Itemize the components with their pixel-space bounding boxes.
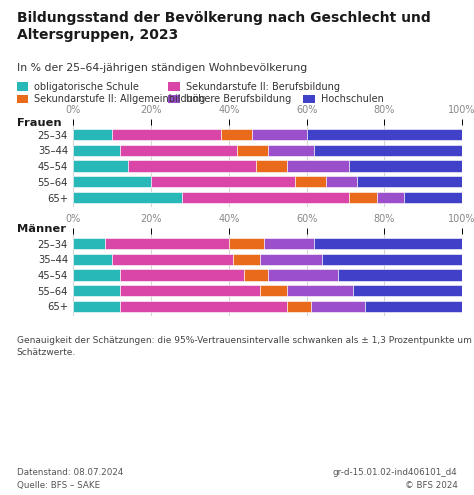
Bar xyxy=(314,238,462,249)
Bar xyxy=(73,160,128,172)
Bar xyxy=(120,285,260,297)
Bar xyxy=(307,129,462,140)
Bar xyxy=(377,192,404,203)
Bar xyxy=(73,285,120,297)
Bar xyxy=(73,176,151,188)
Bar xyxy=(151,176,295,188)
Bar xyxy=(182,192,349,203)
Bar xyxy=(73,301,120,312)
Bar xyxy=(287,285,353,297)
Text: Genauigkeit der Schätzungen: die 95%-Vertrauensintervalle schwanken als ± 1,3 Pr: Genauigkeit der Schätzungen: die 95%-Ver… xyxy=(17,336,474,357)
Bar xyxy=(404,192,462,203)
Text: Frauen: Frauen xyxy=(17,118,61,128)
Bar xyxy=(357,176,462,188)
Bar xyxy=(264,238,314,249)
Text: Sekundarstufe II: Allgemeinbildung: Sekundarstufe II: Allgemeinbildung xyxy=(34,94,205,104)
Text: gr-d-15.01.02-ind406101_d4
© BFS 2024: gr-d-15.01.02-ind406101_d4 © BFS 2024 xyxy=(333,468,457,490)
Bar xyxy=(314,145,462,156)
Bar xyxy=(287,160,349,172)
Bar xyxy=(128,160,256,172)
Text: höhere Berufsbildung: höhere Berufsbildung xyxy=(186,94,291,104)
Bar xyxy=(338,269,462,281)
Bar xyxy=(229,238,264,249)
Bar xyxy=(221,129,252,140)
Text: Männer: Männer xyxy=(17,224,65,234)
Text: Hochschulen: Hochschulen xyxy=(321,94,384,104)
Bar xyxy=(365,301,462,312)
Bar xyxy=(112,253,233,265)
Bar xyxy=(73,238,105,249)
Bar xyxy=(112,129,221,140)
Bar xyxy=(245,269,268,281)
Bar xyxy=(73,192,182,203)
Bar xyxy=(295,176,326,188)
Bar xyxy=(326,176,357,188)
Text: Bildungsstand der Bevölkerung nach Geschlecht und
Altersgruppen, 2023: Bildungsstand der Bevölkerung nach Gesch… xyxy=(17,11,430,42)
Text: obligatorische Schule: obligatorische Schule xyxy=(34,82,139,92)
Bar xyxy=(73,269,120,281)
Bar xyxy=(237,145,268,156)
Bar xyxy=(268,269,338,281)
Bar xyxy=(349,160,462,172)
Bar xyxy=(353,285,462,297)
Bar xyxy=(260,285,287,297)
Bar xyxy=(252,129,307,140)
Bar xyxy=(73,145,120,156)
Bar xyxy=(287,301,310,312)
Bar xyxy=(310,301,365,312)
Bar xyxy=(73,129,112,140)
Bar xyxy=(349,192,377,203)
Text: Sekundarstufe II: Berufsbildung: Sekundarstufe II: Berufsbildung xyxy=(186,82,340,92)
Bar xyxy=(260,253,322,265)
Bar xyxy=(120,145,237,156)
Bar xyxy=(268,145,314,156)
Bar xyxy=(73,253,112,265)
Bar xyxy=(120,269,245,281)
Bar xyxy=(120,301,287,312)
Bar xyxy=(105,238,229,249)
Text: In % der 25–64-jährigen ständigen Wohnbevölkerung: In % der 25–64-jährigen ständigen Wohnbe… xyxy=(17,63,307,73)
Bar xyxy=(233,253,260,265)
Bar xyxy=(256,160,287,172)
Bar xyxy=(322,253,462,265)
Text: Datenstand: 08.07.2024
Quelle: BFS – SAKE: Datenstand: 08.07.2024 Quelle: BFS – SAK… xyxy=(17,468,123,490)
